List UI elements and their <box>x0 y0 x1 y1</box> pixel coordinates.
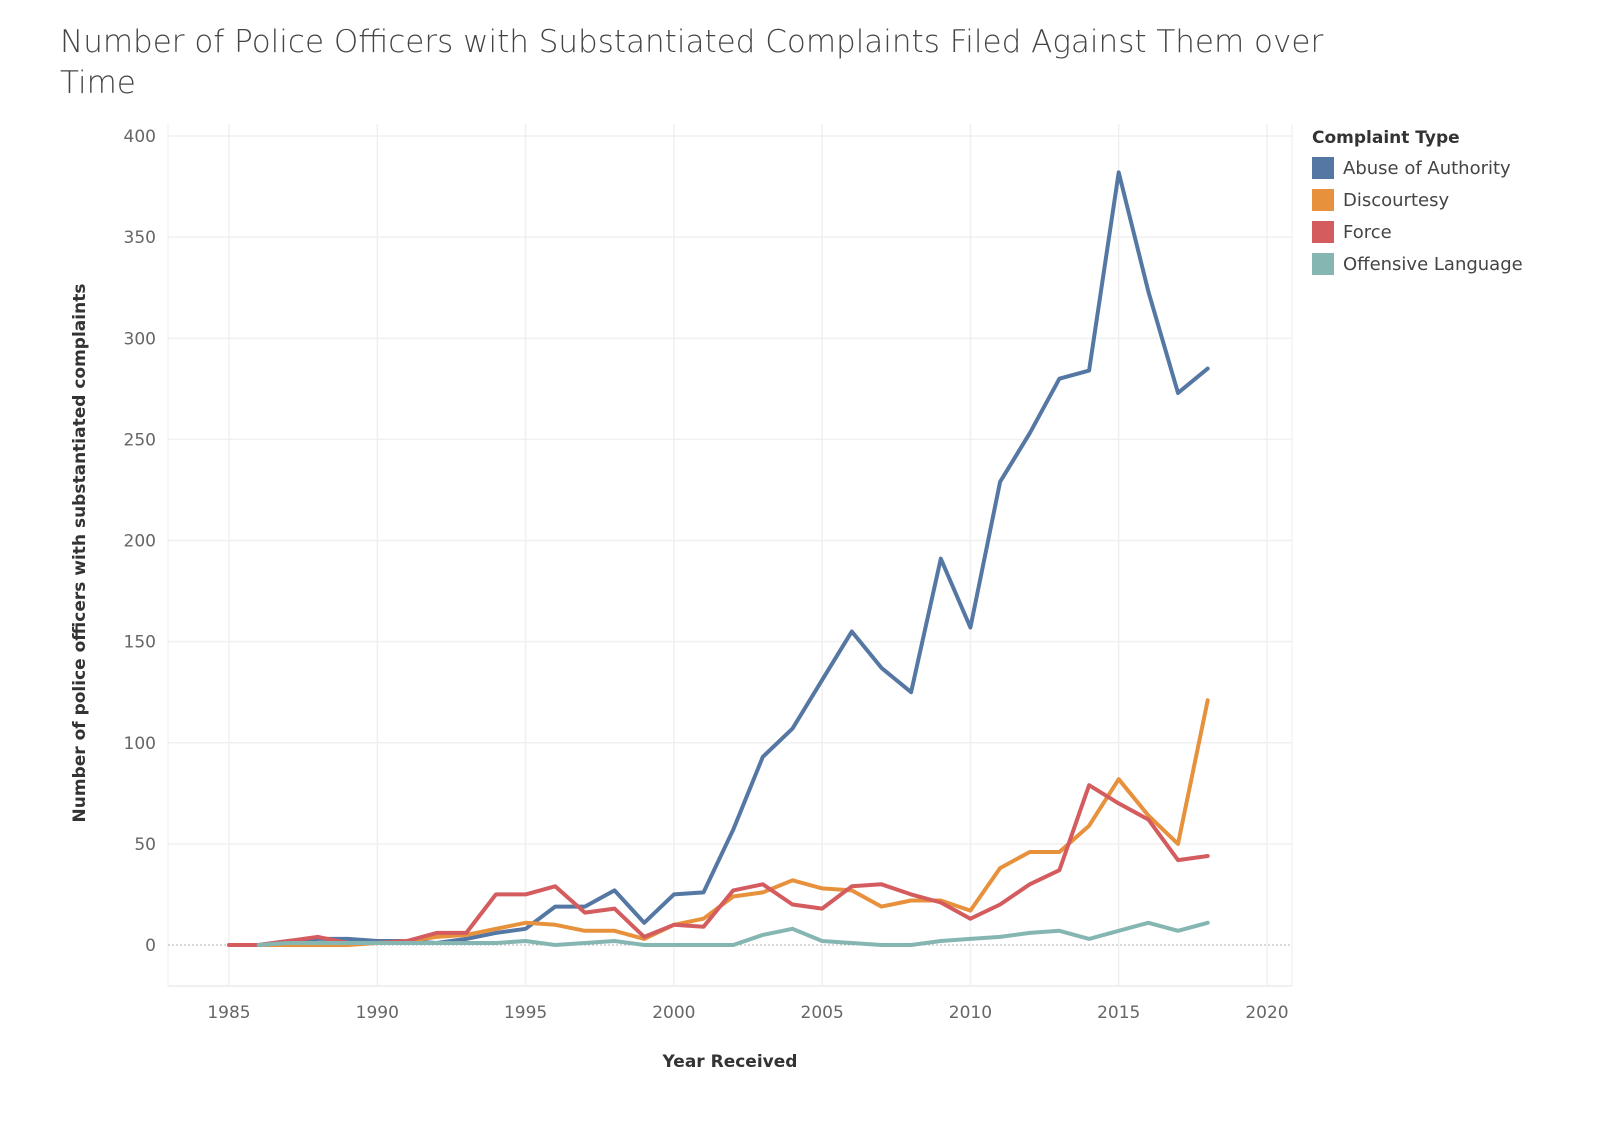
y-tick-label: 400 <box>124 127 156 147</box>
legend-swatch <box>1312 221 1334 243</box>
legend-item-force[interactable]: Force <box>1312 216 1523 248</box>
series-line-offensive-language <box>256 920 1210 947</box>
legend-label: Force <box>1343 221 1392 243</box>
y-tick-label: 250 <box>124 430 156 450</box>
y-tick-label: 50 <box>134 835 156 855</box>
x-axis-title: Year Received <box>662 1052 798 1072</box>
y-tick-label: 0 <box>145 936 156 956</box>
x-tick-label: 2015 <box>1097 1003 1140 1023</box>
legend-swatch <box>1312 157 1334 179</box>
x-tick-label: 1995 <box>504 1003 547 1023</box>
x-axis-ticks: 1985 1990 1995 2000 2005 2010 2015 2020 <box>207 1003 1288 1023</box>
legend-item-offensive-language[interactable]: Offensive Language <box>1312 248 1523 280</box>
legend-swatch <box>1312 253 1334 275</box>
y-tick-label: 300 <box>124 329 156 349</box>
legend-label: Abuse of Authority <box>1343 157 1511 179</box>
legend-title: Complaint Type <box>1312 128 1460 148</box>
x-tick-label: 2010 <box>949 1003 992 1023</box>
legend: Complaint Type Abuse of Authority Discour… <box>1312 128 1523 280</box>
y-tick-label: 100 <box>124 734 156 754</box>
x-tick-label: 2000 <box>652 1003 695 1023</box>
grid-lines <box>167 124 1293 987</box>
y-axis-ticks: 0 50 100 150 200 250 300 350 400 <box>124 127 156 956</box>
y-axis-title: Number of police officers with substanti… <box>70 284 90 823</box>
legend-label: Discourtesy <box>1343 189 1450 211</box>
legend-label: Offensive Language <box>1343 253 1523 275</box>
legend-item-abuse-of-authority[interactable]: Abuse of Authority <box>1312 152 1523 184</box>
x-tick-label: 2005 <box>801 1003 844 1023</box>
y-tick-label: 200 <box>124 532 156 552</box>
chart-title: Number of Police Officers with Substanti… <box>60 24 1324 101</box>
legend-swatch <box>1312 189 1334 211</box>
y-tick-label: 350 <box>124 228 156 248</box>
x-tick-label: 1990 <box>356 1003 399 1023</box>
x-tick-label: 2020 <box>1245 1003 1288 1023</box>
series-lines <box>227 170 1210 947</box>
y-tick-label: 150 <box>124 633 156 653</box>
legend-item-discourtesy[interactable]: Discourtesy <box>1312 184 1523 216</box>
legend-items: Abuse of Authority Discourtesy Force Offens… <box>1312 152 1523 280</box>
x-tick-label: 1985 <box>207 1003 250 1023</box>
series-line-abuse-of-authority <box>256 170 1210 947</box>
